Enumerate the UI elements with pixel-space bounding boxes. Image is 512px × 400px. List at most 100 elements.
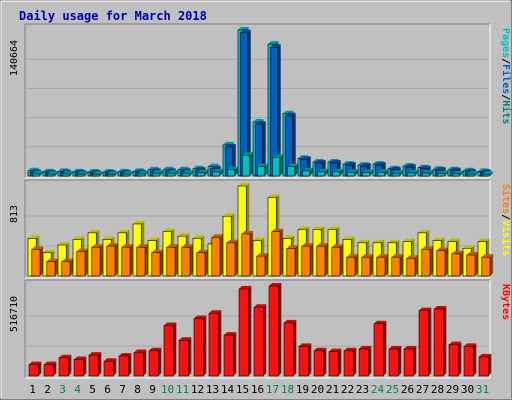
bar-side-visits-sites-sites-29 xyxy=(460,250,464,276)
bar-hits-files-pages-pages-29 xyxy=(452,173,461,177)
bar-side-hits-files-pages-pages-2 xyxy=(54,171,58,176)
bar-top-hits-files-pages-hits-17 xyxy=(268,41,279,45)
bar-top-kbytes-kbytes-8 xyxy=(134,349,147,353)
bar-side-kbytes-kbytes-6 xyxy=(113,358,117,376)
legend-entry-visits-sites-1: / xyxy=(500,214,511,220)
x-tick-label-9: 9 xyxy=(149,383,156,396)
x-tick-label-18: 18 xyxy=(281,383,294,396)
bar-top-visits-sites-sites-25 xyxy=(391,254,404,258)
bar-kbytes-kbytes-18 xyxy=(283,322,294,377)
bar-top-visits-sites-visits-16 xyxy=(253,237,265,241)
x-tick-label-11: 11 xyxy=(176,383,189,396)
bar-side-visits-sites-sites-22 xyxy=(355,254,359,276)
bar-side-visits-sites-sites-26 xyxy=(415,255,419,276)
chart-title: Daily usage for March 2018 xyxy=(19,9,207,23)
bar-side-visits-sites-sites-19 xyxy=(310,243,314,276)
bar-top-visits-sites-sites-8 xyxy=(136,244,149,248)
bar-hits-files-pages-pages-14 xyxy=(227,169,236,177)
bar-side-kbytes-kbytes-15 xyxy=(248,285,252,376)
bar-side-visits-sites-sites-28 xyxy=(445,247,449,276)
bar-top-hits-files-pages-files-15 xyxy=(240,29,251,33)
bar-kbytes-kbytes-26 xyxy=(403,348,414,377)
bar-top-visits-sites-visits-4 xyxy=(73,236,85,240)
legend-entry-visits-sites-0: Sites xyxy=(500,184,512,214)
bar-top-visits-sites-sites-1 xyxy=(31,246,44,250)
bar-hits-files-pages-pages-10 xyxy=(167,173,176,177)
bar-visits-sites-sites-8 xyxy=(136,246,146,277)
bar-kbytes-kbytes-27 xyxy=(418,310,429,377)
x-tick-label-10: 10 xyxy=(161,383,174,396)
x-tick-label-31: 31 xyxy=(476,383,489,396)
bar-top-hits-files-pages-files-14 xyxy=(225,143,236,147)
bar-hits-files-pages-pages-18 xyxy=(287,166,296,177)
x-tick-label-2: 2 xyxy=(44,383,51,396)
bar-top-kbytes-kbytes-26 xyxy=(404,346,417,350)
bar-side-kbytes-kbytes-10 xyxy=(173,322,177,376)
bar-side-visits-sites-sites-12 xyxy=(205,249,209,276)
bar-visits-sites-sites-30 xyxy=(466,254,476,277)
bar-side-hits-files-pages-pages-12 xyxy=(204,169,208,176)
bar-kbytes-kbytes-28 xyxy=(433,308,444,377)
bar-side-hits-files-pages-pages-28 xyxy=(444,170,448,176)
bar-side-visits-sites-sites-9 xyxy=(160,249,164,276)
bar-side-hits-files-pages-pages-7 xyxy=(129,171,133,176)
bar-visits-sites-sites-17 xyxy=(271,231,281,277)
bar-top-hits-files-pages-files-29 xyxy=(450,167,461,171)
x-tick-label-19: 19 xyxy=(296,383,309,396)
bar-top-hits-files-pages-pages-18 xyxy=(287,163,298,167)
bar-top-hits-files-pages-pages-14 xyxy=(227,166,238,170)
bar-hits-files-pages-pages-11 xyxy=(182,173,191,177)
bar-top-hits-files-pages-pages-11 xyxy=(182,170,193,174)
bar-top-hits-files-pages-pages-25 xyxy=(392,170,403,174)
bar-top-hits-files-pages-pages-7 xyxy=(122,171,133,175)
bar-hits-files-pages-pages-9 xyxy=(152,173,161,177)
bar-top-kbytes-kbytes-29 xyxy=(449,341,462,345)
bar-side-kbytes-kbytes-30 xyxy=(473,343,477,376)
bar-top-kbytes-kbytes-1 xyxy=(29,361,42,365)
bar-top-kbytes-kbytes-6 xyxy=(104,358,117,362)
bar-top-hits-files-pages-pages-31 xyxy=(482,171,493,175)
bar-top-visits-sites-sites-29 xyxy=(451,250,464,254)
bar-kbytes-kbytes-7 xyxy=(118,355,129,377)
bar-side-hits-files-pages-pages-23 xyxy=(369,169,373,176)
x-tick-label-4: 4 xyxy=(74,383,81,396)
bar-top-kbytes-kbytes-22 xyxy=(344,347,357,351)
bar-top-visits-sites-visits-7 xyxy=(118,229,130,233)
bar-top-visits-sites-sites-21 xyxy=(331,244,344,248)
bar-top-kbytes-kbytes-21 xyxy=(329,348,342,352)
bar-side-hits-files-pages-pages-20 xyxy=(324,168,328,176)
bar-top-kbytes-kbytes-19 xyxy=(299,343,312,347)
bar-side-hits-files-pages-pages-26 xyxy=(414,169,418,176)
bar-kbytes-kbytes-19 xyxy=(298,346,309,377)
bar-hits-files-pages-pages-8 xyxy=(137,173,146,177)
bar-visits-sites-sites-21 xyxy=(331,246,341,277)
bar-kbytes-kbytes-3 xyxy=(58,357,69,377)
bar-visits-sites-sites-18 xyxy=(286,248,296,277)
bar-side-kbytes-kbytes-13 xyxy=(218,310,222,376)
bar-kbytes-kbytes-16 xyxy=(253,306,264,377)
bar-top-visits-sites-sites-12 xyxy=(196,249,209,253)
bar-side-visits-sites-sites-7 xyxy=(130,244,134,276)
bar-visits-sites-sites-26 xyxy=(406,257,416,277)
bar-top-hits-files-pages-files-30 xyxy=(465,168,476,172)
bar-top-hits-files-pages-pages-16 xyxy=(257,163,268,167)
bar-side-visits-sites-sites-16 xyxy=(265,253,269,276)
bar-side-kbytes-kbytes-24 xyxy=(383,320,387,376)
bar-top-visits-sites-sites-23 xyxy=(361,254,374,258)
bar-top-visits-sites-sites-31 xyxy=(481,254,494,258)
bar-top-hits-files-pages-pages-17 xyxy=(272,154,283,158)
x-tick-label-7: 7 xyxy=(119,383,126,396)
bar-kbytes-kbytes-8 xyxy=(133,352,144,377)
bar-top-visits-sites-visits-3 xyxy=(58,242,70,246)
x-tick-label-16: 16 xyxy=(251,383,264,396)
bar-top-hits-files-pages-pages-5 xyxy=(92,171,103,175)
bar-side-kbytes-kbytes-22 xyxy=(353,347,357,376)
bar-hits-files-pages-pages-23 xyxy=(362,172,371,177)
bar-visits-sites-sites-20 xyxy=(316,245,326,277)
bar-visits-sites-sites-19 xyxy=(301,245,311,277)
bar-hits-files-pages-pages-25 xyxy=(392,173,401,177)
bar-side-hits-files-pages-files-16 xyxy=(262,121,266,176)
bar-visits-sites-sites-2 xyxy=(46,261,56,277)
bar-side-hits-files-pages-pages-30 xyxy=(474,171,478,176)
